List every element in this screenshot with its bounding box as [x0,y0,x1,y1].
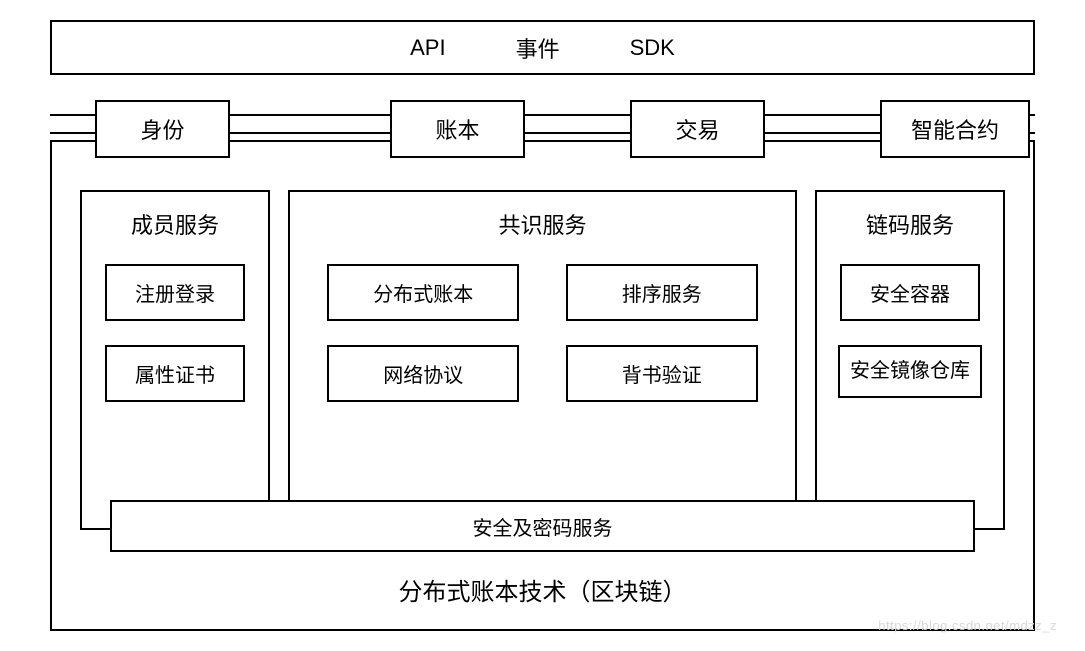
item-secure-container: 安全容器 [840,264,980,321]
watermark: https://blog.csdn.net/mdzz_z [878,618,1057,633]
module-identity: 身份 [95,100,230,158]
service-consensus-title: 共识服务 [498,208,586,240]
service-consensus-items: 分布式账本 排序服务 网络协议 背书验证 [290,264,795,402]
item-register-login: 注册登录 [105,264,245,321]
module-ledger-label: 账本 [435,113,479,145]
header-item-api: API [410,35,445,61]
item-attribute-cert: 属性证书 [105,345,245,402]
security-crypto-label: 安全及密码服务 [473,512,613,541]
service-consensus: 共识服务 分布式账本 排序服务 网络协议 背书验证 [288,190,797,530]
header-box: API 事件 SDK [50,20,1035,75]
header-item-sdk: SDK [630,35,675,61]
service-member-title: 成员服务 [131,208,219,240]
security-crypto-bar: 安全及密码服务 [110,500,975,552]
item-network-protocol: 网络协议 [327,345,519,402]
service-member: 成员服务 注册登录 属性证书 [80,190,270,530]
module-row: 身份 账本 交易 智能合约 [10,100,1075,158]
item-secure-image-repo: 安全镜像仓库 [838,345,982,398]
service-chaincode-title: 链码服务 [866,208,954,240]
main-container: 成员服务 注册登录 属性证书 共识服务 分布式账本 排序服务 网络协议 背书验证… [50,140,1035,631]
item-endorsement: 背书验证 [566,345,758,402]
module-identity-label: 身份 [140,113,184,145]
services-row: 成员服务 注册登录 属性证书 共识服务 分布式账本 排序服务 网络协议 背书验证… [80,190,1005,530]
service-chaincode: 链码服务 安全容器 安全镜像仓库 [815,190,1005,530]
header-item-event: 事件 [516,32,560,64]
architecture-diagram: API 事件 SDK 成员服务 注册登录 属性证书 共识服务 分布式账本 排序服… [10,10,1075,641]
bottom-title: 分布式账本技术（区块链） [52,572,1033,607]
module-smart-contract: 智能合约 [880,100,1030,158]
service-member-items: 注册登录 属性证书 [82,264,268,402]
module-smart-contract-label: 智能合约 [911,113,999,145]
service-chaincode-items: 安全容器 安全镜像仓库 [817,264,1003,398]
module-ledger: 账本 [390,100,525,158]
item-ordering-service: 排序服务 [566,264,758,321]
module-transaction-label: 交易 [675,113,719,145]
item-distributed-ledger: 分布式账本 [327,264,519,321]
module-transaction: 交易 [630,100,765,158]
